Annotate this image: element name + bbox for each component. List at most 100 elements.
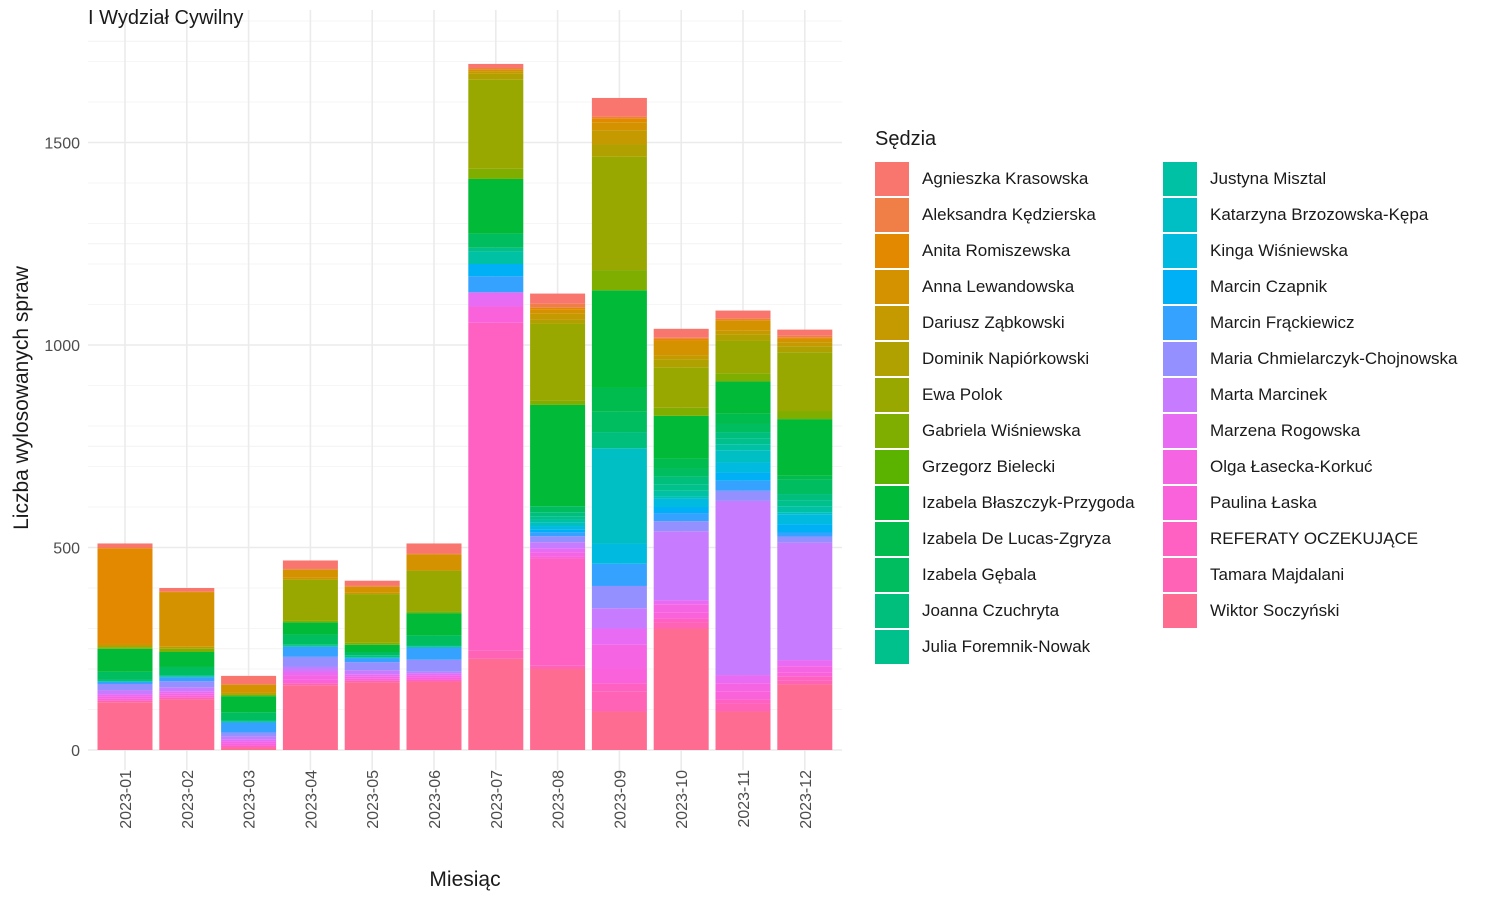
bar-segment	[530, 522, 586, 527]
legend-item: Kinga Wiśniewska	[1163, 233, 1451, 269]
bar-segment	[406, 673, 462, 676]
bar-segment	[344, 682, 400, 750]
bar-segment	[530, 519, 586, 523]
bar-segment	[159, 699, 215, 750]
bar-segment	[406, 645, 462, 647]
bar-segment	[653, 521, 709, 532]
bar-segment	[777, 329, 833, 336]
bar-segment	[653, 415, 709, 459]
legend-label: Katarzyna Brzozowska-Kępa	[1210, 205, 1429, 224]
legend-label: Marzena Rogowska	[1210, 421, 1361, 440]
bar-segment	[591, 669, 647, 684]
legend-item: Dariusz Ząbkowski	[875, 305, 1163, 341]
legend-item: Anita Romiszewska	[875, 233, 1163, 269]
bar-segment	[221, 684, 277, 693]
legend-color-key	[875, 594, 909, 628]
bar-segment	[777, 666, 833, 673]
legend-color-key	[1163, 414, 1197, 448]
bar-segment	[282, 569, 338, 578]
bar-segment	[530, 506, 586, 513]
bar-segment	[97, 702, 153, 750]
bar-segment	[159, 675, 215, 677]
legend-color-key	[875, 234, 909, 268]
bar-segment	[777, 542, 833, 661]
y-tick-label: 0	[71, 743, 80, 760]
legend-color-key	[1163, 378, 1197, 412]
x-tick-label: 2023-11	[736, 770, 753, 828]
bar-segment	[530, 323, 586, 401]
bar-segment	[530, 319, 586, 324]
bar-segment	[468, 264, 524, 277]
bar-segment	[282, 579, 338, 621]
legend-color-key	[1163, 450, 1197, 484]
bar-segment	[221, 736, 277, 740]
legend-color-key	[1163, 198, 1197, 232]
bar-segment	[406, 646, 462, 648]
bar-segment	[653, 359, 709, 368]
legend-label: Ewa Polok	[922, 385, 1003, 404]
bar-segment	[406, 647, 462, 660]
bar-segment	[344, 676, 400, 679]
legend-label: Aleksandra Kędzierska	[922, 205, 1096, 224]
bar-segment	[653, 367, 709, 408]
bar-segment	[530, 400, 586, 405]
bar-segment	[282, 675, 338, 680]
legend-label: Gabriela Wiśniewska	[922, 421, 1081, 440]
bar-segment	[221, 692, 277, 695]
bar-segment	[591, 608, 647, 629]
legend-color-key	[875, 270, 909, 304]
bar-segment	[344, 580, 400, 586]
bar-segment	[715, 480, 771, 491]
bar-segment	[777, 532, 833, 537]
bar-segment	[591, 290, 647, 388]
bar-segment	[715, 444, 771, 451]
bar-segment	[97, 543, 153, 548]
bar-segment	[715, 691, 771, 700]
legend-label: Justyna Misztal	[1210, 169, 1327, 188]
bar-segment	[777, 672, 833, 677]
legend-color-key	[875, 558, 909, 592]
y-tick-label: 1000	[44, 338, 80, 355]
legend-color-key	[875, 162, 909, 196]
bar-segment	[159, 666, 215, 676]
bar-segment	[530, 512, 586, 517]
x-tick-label: 2023-10	[674, 770, 691, 829]
legend-color-key	[875, 486, 909, 520]
bar-segment	[468, 73, 524, 80]
bar-segment	[97, 647, 153, 649]
bar-segment	[282, 634, 338, 645]
bar-segment	[468, 292, 524, 307]
bar-segment	[344, 651, 400, 656]
bar-segment	[653, 498, 709, 507]
x-tick-label: 2023-12	[798, 770, 815, 829]
legend-item: Justyna Misztal	[1163, 161, 1451, 197]
bar-segment	[591, 144, 647, 157]
bar-segment	[530, 293, 586, 304]
bar-segment	[406, 613, 462, 636]
legend-label: Paulina Łaska	[1210, 493, 1317, 512]
bar-segment	[468, 276, 524, 293]
bar-segment	[159, 676, 215, 678]
bar-segment	[653, 407, 709, 416]
bar-segment	[282, 679, 338, 684]
bar-segment	[530, 558, 586, 666]
bar-segment	[653, 337, 709, 339]
bar-segment	[468, 178, 524, 234]
legend-label: Grzegorz Bielecki	[922, 457, 1056, 476]
bar-segment	[282, 620, 338, 623]
bar-segment	[715, 438, 771, 445]
bar-segment	[715, 703, 771, 712]
x-tick-label: 2023-01	[118, 770, 135, 829]
bar-segment	[344, 655, 400, 658]
legend-label: Maria Chmielarczyk-Chojnowska	[1210, 349, 1458, 368]
bar-segment	[777, 411, 833, 420]
bar-segment	[344, 662, 400, 671]
bar-segment	[344, 658, 400, 663]
bar-segment	[159, 677, 215, 682]
bar-segment	[591, 270, 647, 291]
bar-segment	[777, 338, 833, 343]
bar-segment	[530, 307, 586, 310]
bar-segment	[530, 542, 586, 549]
legend-color-key	[875, 306, 909, 340]
bar-segment	[468, 650, 524, 659]
